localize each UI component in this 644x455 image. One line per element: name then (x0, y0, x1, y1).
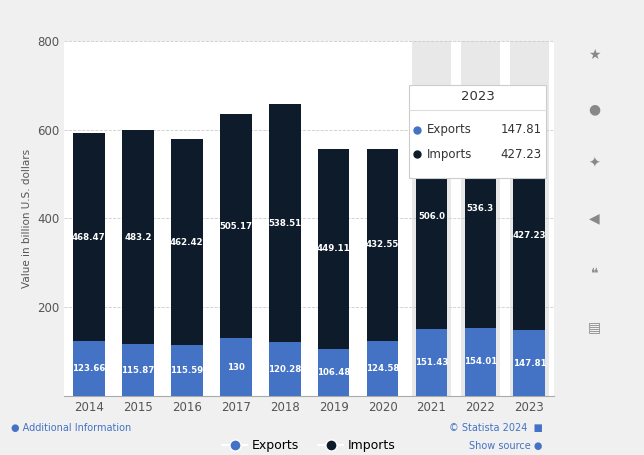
Bar (269, 343, 301, 396)
Text: 427.23: 427.23 (513, 231, 546, 240)
Text: 151.43: 151.43 (415, 358, 448, 367)
Text: ▤: ▤ (588, 321, 601, 334)
Text: 427.23: 427.23 (500, 147, 542, 161)
Bar (513, 330, 545, 396)
Text: 462.42: 462.42 (170, 238, 204, 247)
Text: 154.01: 154.01 (464, 357, 497, 366)
Text: 106.48: 106.48 (317, 368, 350, 377)
Bar (269, 104, 301, 343)
Bar (171, 344, 203, 396)
Bar (464, 90, 497, 328)
Text: 123.66: 123.66 (72, 364, 106, 373)
Text: 115.87: 115.87 (121, 366, 155, 374)
Text: 147.81: 147.81 (513, 359, 546, 368)
Bar (415, 104, 448, 329)
Bar (73, 133, 105, 341)
Text: ★: ★ (588, 48, 601, 61)
Text: 2023: 2023 (461, 90, 495, 103)
Text: 536.3: 536.3 (467, 204, 494, 213)
Text: 147.81: 147.81 (500, 123, 542, 136)
Text: Imports: Imports (426, 147, 472, 161)
Text: 468.47: 468.47 (72, 233, 106, 242)
Bar (415, 329, 448, 396)
Y-axis label: Value in billion U.S. dollars: Value in billion U.S. dollars (22, 149, 32, 288)
Bar (122, 344, 154, 396)
Text: 483.2: 483.2 (124, 233, 151, 242)
Bar (464, 328, 497, 396)
Bar (171, 139, 203, 344)
Text: 538.51: 538.51 (268, 218, 301, 228)
Text: ● Additional Information: ● Additional Information (11, 423, 131, 433)
Bar (513, 141, 545, 330)
Text: ✦: ✦ (589, 157, 600, 171)
FancyBboxPatch shape (410, 86, 547, 178)
Legend: Exports, Imports: Exports, Imports (217, 434, 401, 455)
Bar (73, 341, 105, 396)
Text: Exports: Exports (426, 123, 471, 136)
Text: 506.0: 506.0 (418, 212, 445, 221)
Bar (317, 149, 350, 349)
Bar (122, 130, 154, 344)
Text: 130: 130 (227, 363, 245, 372)
Bar (509, 41, 549, 396)
Text: Show source ●: Show source ● (469, 441, 543, 451)
Text: 505.17: 505.17 (219, 222, 252, 231)
Text: ❝: ❝ (591, 266, 598, 280)
Bar (220, 114, 252, 338)
Bar (220, 338, 252, 396)
Text: © Statista 2024  ■: © Statista 2024 ■ (449, 423, 543, 433)
Text: ●: ● (589, 102, 600, 116)
Text: 449.11: 449.11 (317, 244, 350, 253)
Text: ◀: ◀ (589, 212, 600, 225)
Text: 432.55: 432.55 (366, 240, 399, 249)
Bar (366, 149, 399, 341)
Bar (412, 41, 451, 396)
Text: 120.28: 120.28 (268, 364, 301, 374)
Bar (317, 349, 350, 396)
Bar (366, 341, 399, 396)
Text: 124.58: 124.58 (366, 364, 399, 373)
Text: 115.59: 115.59 (170, 366, 204, 375)
Bar (460, 41, 500, 396)
